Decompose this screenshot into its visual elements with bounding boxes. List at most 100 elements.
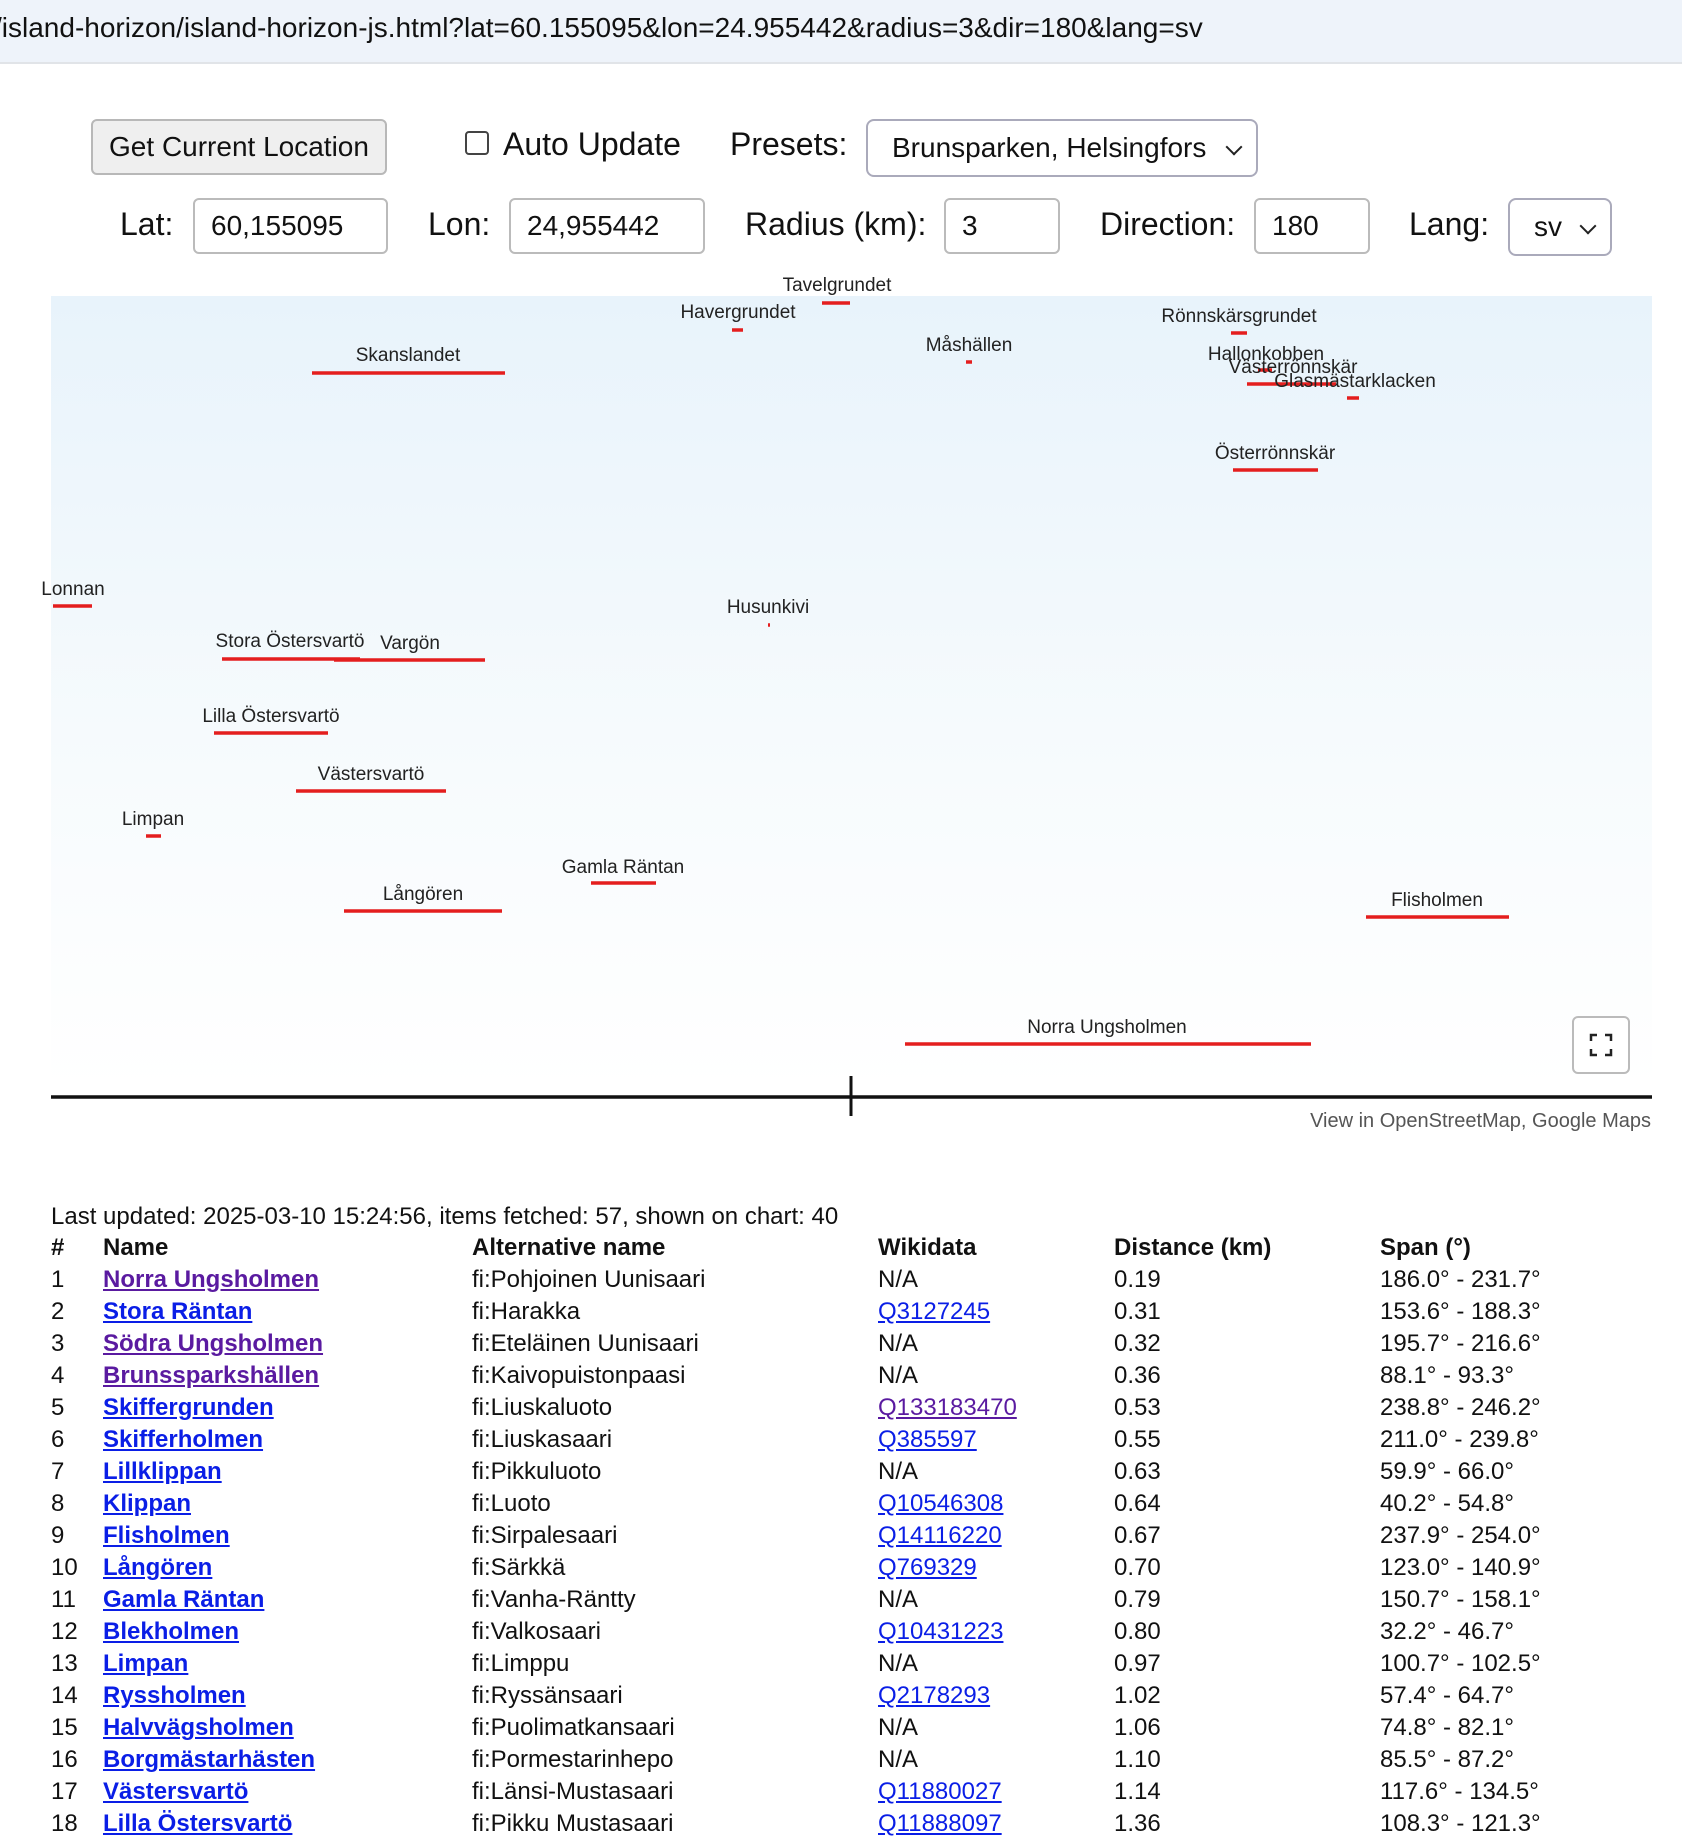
alt-name-cell: fi:Kaivopuistonpaasi bbox=[472, 1362, 686, 1389]
name-cell: Västersvartö bbox=[103, 1776, 472, 1808]
alt-name-cell: fi:Ryssänsaari bbox=[472, 1682, 623, 1709]
direction-input[interactable] bbox=[1254, 198, 1370, 254]
distance-cell: 1.36 bbox=[1114, 1810, 1161, 1837]
island-name-link[interactable]: Skifferholmen bbox=[103, 1426, 264, 1453]
url-bar[interactable]: /island-horizon/island-horizon-js.html?l… bbox=[0, 0, 1682, 64]
distance-cell: 0.64 bbox=[1114, 1490, 1161, 1517]
island-name-link[interactable]: Stora Räntan bbox=[103, 1298, 253, 1325]
table-header-row: # Name Alternative name Wikidata Distanc… bbox=[51, 1232, 1610, 1264]
island-label: Lilla Östersvartö bbox=[202, 706, 339, 727]
wikidata-cell: N/A bbox=[878, 1746, 919, 1773]
wikidata-link[interactable]: Q10431223 bbox=[878, 1618, 1004, 1645]
controls-row-2: Lat: Lon: Radius (km): Direction: Lang: … bbox=[0, 198, 1682, 256]
name-cell: Brunssparkshällen bbox=[103, 1360, 472, 1392]
name-cell: Limpan bbox=[103, 1648, 472, 1680]
table-row: 17 Västersvartö fi:Länsi-Mustasaari Q118800… bbox=[51, 1776, 1610, 1808]
island-name-link[interactable]: Lilla Östersvartö bbox=[103, 1810, 293, 1837]
island-name-link[interactable]: Långören bbox=[103, 1554, 213, 1581]
wikidata-link[interactable]: Q133183470 bbox=[878, 1394, 1017, 1421]
wikidata-link[interactable]: Q385597 bbox=[878, 1426, 977, 1453]
wikidata-link[interactable]: Q769329 bbox=[878, 1554, 977, 1581]
table-row: 2 Stora Räntan fi:Harakka Q3127245 0.31 153.6… bbox=[51, 1296, 1610, 1328]
island-name-link[interactable]: Blekholmen bbox=[103, 1618, 240, 1645]
fullscreen-button[interactable] bbox=[1572, 1016, 1630, 1074]
name-cell: Norra Ungsholmen bbox=[103, 1264, 472, 1296]
row-number: 13 bbox=[51, 1650, 78, 1677]
distance-cell: 0.97 bbox=[1114, 1650, 1161, 1677]
wikidata-cell: Q14116220 bbox=[878, 1520, 1114, 1552]
wikidata-link[interactable]: Q10546308 bbox=[878, 1490, 1004, 1517]
wikidata-cell: N/A bbox=[878, 1330, 919, 1357]
island-name-link[interactable]: Södra Ungsholmen bbox=[103, 1330, 324, 1357]
get-current-location-button[interactable]: Get Current Location bbox=[91, 119, 387, 175]
island-label: Norra Ungsholmen bbox=[1027, 1017, 1186, 1038]
row-number: 18 bbox=[51, 1810, 78, 1837]
table-row: 12 Blekholmen fi:Valkosaari Q10431223 0.80 32… bbox=[51, 1616, 1610, 1648]
name-cell: Blekholmen bbox=[103, 1616, 472, 1648]
auto-update-checkbox[interactable] bbox=[465, 131, 489, 155]
island-label: Tavelgrundet bbox=[783, 275, 893, 296]
auto-update-label[interactable]: Auto Update bbox=[503, 126, 681, 162]
wikidata-link[interactable]: Q11888097 bbox=[878, 1810, 1002, 1837]
alt-name-cell: fi:Puolimatkansaari bbox=[472, 1714, 675, 1741]
island-label: Hallonkobben bbox=[1208, 344, 1324, 365]
island-name-link[interactable]: Borgmästarhästen bbox=[103, 1746, 316, 1773]
span-cell: 211.0° - 239.8° bbox=[1380, 1426, 1539, 1453]
lat-input[interactable] bbox=[193, 198, 388, 254]
table-row: 4 Brunssparkshällen fi:Kaivopuistonpaasi N/… bbox=[51, 1360, 1610, 1392]
wikidata-cell: N/A bbox=[878, 1266, 919, 1293]
row-number: 12 bbox=[51, 1618, 78, 1645]
span-cell: 238.8° - 246.2° bbox=[1380, 1394, 1541, 1421]
island-name-link[interactable]: Klippan bbox=[103, 1490, 191, 1517]
distance-cell: 0.55 bbox=[1114, 1426, 1161, 1453]
span-cell: 32.2° - 46.7° bbox=[1380, 1618, 1514, 1645]
presets-select[interactable]: Brunsparken, Helsingfors bbox=[866, 119, 1258, 177]
wikidata-link[interactable]: Q2178293 bbox=[878, 1682, 991, 1709]
island-name-link[interactable]: Norra Ungsholmen bbox=[103, 1266, 320, 1293]
alt-name-cell: fi:Eteläinen Uunisaari bbox=[472, 1330, 699, 1357]
distance-cell: 1.06 bbox=[1114, 1714, 1161, 1741]
island-name-link[interactable]: Lillklippan bbox=[103, 1458, 222, 1485]
island-label: Västerrönnskär bbox=[1229, 357, 1359, 378]
alt-name-cell: fi:Vanha-Ränttу bbox=[472, 1586, 636, 1613]
wikidata-link[interactable]: Q14116220 bbox=[878, 1522, 1002, 1549]
lon-label: Lon: bbox=[428, 206, 491, 242]
distance-cell: 0.19 bbox=[1114, 1266, 1161, 1293]
island-name-link[interactable]: Ryssholmen bbox=[103, 1682, 246, 1709]
table-row: 14 Ryssholmen fi:Ryssänsaari Q2178293 1.02 57… bbox=[51, 1680, 1610, 1712]
wikidata-link[interactable]: Q3127245 bbox=[878, 1298, 991, 1325]
lon-input[interactable] bbox=[509, 198, 705, 254]
wikidata-link[interactable]: Q11880027 bbox=[878, 1778, 1002, 1805]
island-label: Stora Östersvartö bbox=[216, 631, 365, 652]
table-row: 13 Limpan fi:Limppu N/A 0.97 100.7° - 102.5° bbox=[51, 1648, 1610, 1680]
table-row: 8 Klippan fi:Luoto Q10546308 0.64 40.2° - 54.… bbox=[51, 1488, 1610, 1520]
alt-name-cell: fi:Limppu bbox=[472, 1650, 570, 1677]
name-cell: Gamla Räntan bbox=[103, 1584, 472, 1616]
island-name-link[interactable]: Gamla Räntan bbox=[103, 1586, 265, 1613]
island-name-link[interactable]: Västersvartö bbox=[103, 1778, 249, 1805]
alt-name-cell: fi:Särkkä bbox=[472, 1554, 566, 1581]
island-name-link[interactable]: Limpan bbox=[103, 1650, 189, 1677]
distance-cell: 0.79 bbox=[1114, 1586, 1161, 1613]
map-links[interactable]: View in OpenStreetMap, Google Maps bbox=[1310, 1110, 1651, 1132]
island-name-link[interactable]: Brunssparkshällen bbox=[103, 1362, 320, 1389]
url-text[interactable]: /island-horizon/island-horizon-js.html?l… bbox=[0, 12, 1203, 43]
name-cell: Skifferholmen bbox=[103, 1424, 472, 1456]
row-number: 2 bbox=[51, 1298, 65, 1325]
direction-label: Direction: bbox=[1100, 206, 1236, 242]
horizon-chart bbox=[51, 296, 1652, 1088]
wikidata-cell: N/A bbox=[878, 1458, 919, 1485]
distance-cell: 0.80 bbox=[1114, 1618, 1161, 1645]
radius-input[interactable] bbox=[944, 198, 1060, 254]
span-cell: 150.7° - 158.1° bbox=[1380, 1586, 1541, 1613]
lang-select[interactable]: sv bbox=[1508, 198, 1612, 256]
span-cell: 85.5° - 87.2° bbox=[1380, 1746, 1514, 1773]
table-row: 9 Flisholmen fi:Sirpalesaari Q14116220 0.67 2… bbox=[51, 1520, 1610, 1552]
island-name-link[interactable]: Halvvägsholmen bbox=[103, 1714, 294, 1741]
lang-selected-value: sv bbox=[1534, 211, 1562, 242]
table-row: 16 Borgmästarhästen fi:Pormestarinhepo N/A 1… bbox=[51, 1744, 1610, 1776]
row-number: 6 bbox=[51, 1426, 65, 1453]
island-name-link[interactable]: Flisholmen bbox=[103, 1522, 230, 1549]
island-name-link[interactable]: Skiffergrunden bbox=[103, 1394, 274, 1421]
results-body: 1 Norra Ungsholmen fi:Pohjoinen Uunisaari N… bbox=[51, 1264, 1610, 1840]
